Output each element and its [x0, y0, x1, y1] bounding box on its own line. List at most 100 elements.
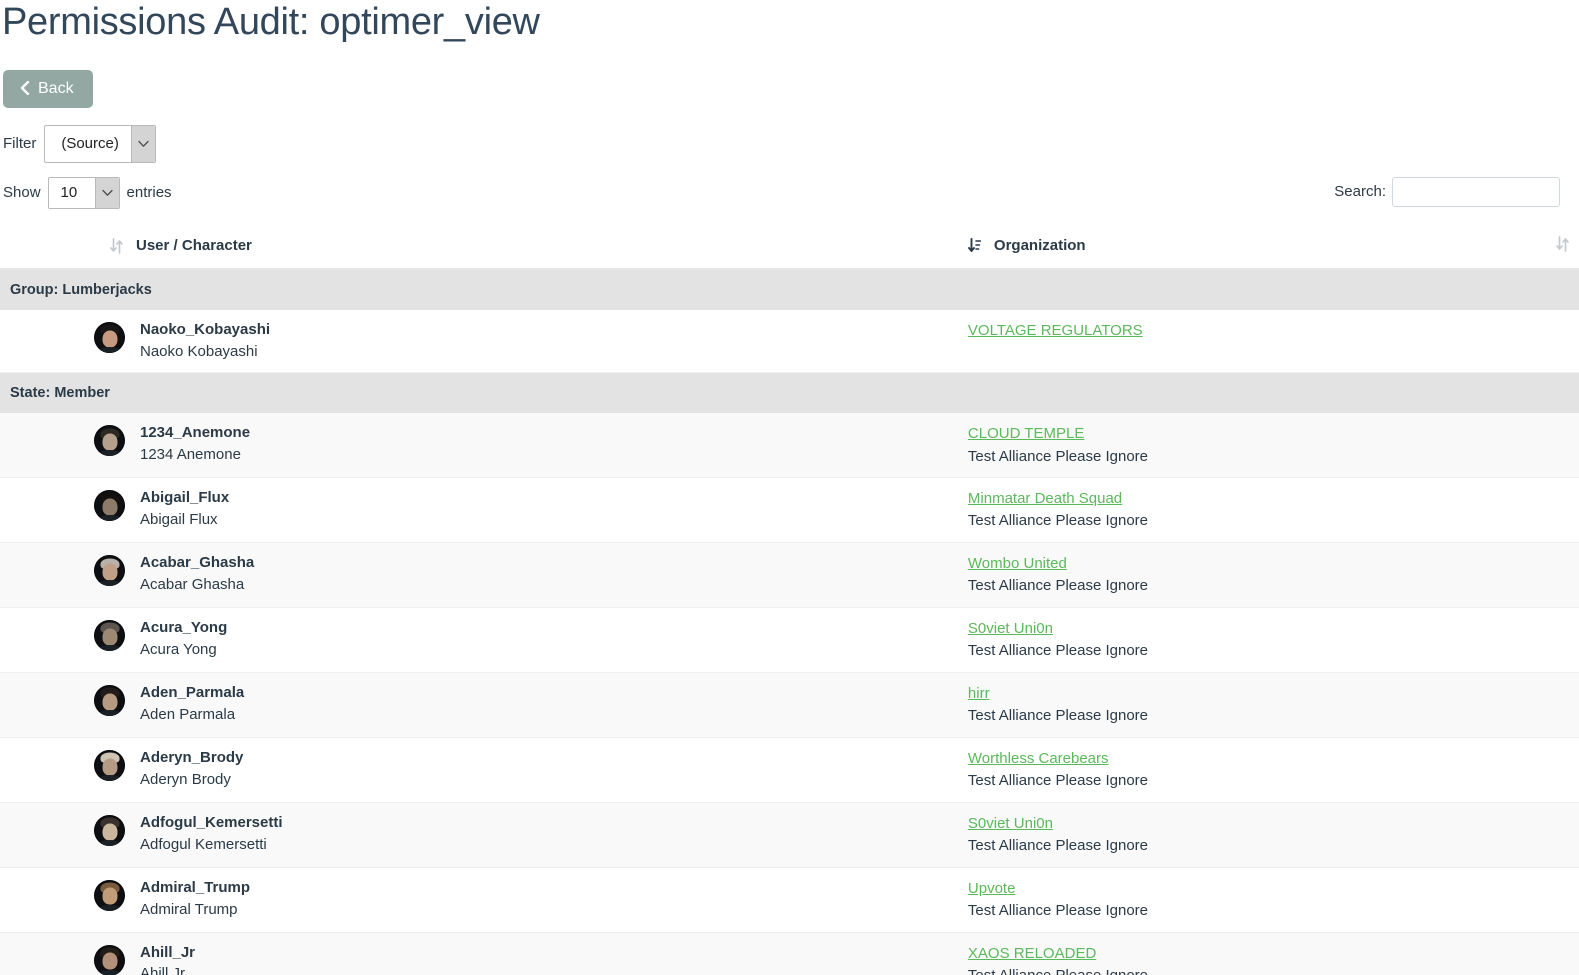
organization-cell: S0viet Uni0n Test Alliance Please Ignore — [942, 607, 1579, 674]
table-row: Acabar_Ghasha Acabar Ghasha Wombo United Te… — [0, 542, 1579, 609]
corporation-link[interactable]: VOLTAGE REGULATORS — [967, 321, 1143, 339]
avatar — [94, 749, 125, 781]
user-cell: Acura_Yong Acura Yong — [0, 607, 943, 674]
user-login: Aderyn_Brody — [140, 748, 244, 766]
corporation-link[interactable]: XAOS RELOADED — [967, 944, 1097, 962]
corporation-link[interactable]: Wombo United — [967, 555, 1067, 573]
alliance-name: Test Alliance Please Ignore — [967, 901, 1149, 919]
filter-label: Filter — [3, 135, 37, 153]
table-body: Group: Lumberjacks Naoko_Kobayashi Naoko K… — [0, 268, 1579, 975]
user-login: Adfogul_Kemersetti — [140, 813, 283, 831]
character-name: Aden Parmala — [140, 705, 236, 723]
user-login: 1234_Anemone — [140, 424, 251, 442]
table-row: 1234_Anemone 1234 Anemone CLOUD TEMPLE Test… — [0, 413, 1579, 479]
corporation-link[interactable]: CLOUD TEMPLE — [967, 425, 1085, 443]
alliance-name: Test Alliance Please Ignore — [967, 707, 1149, 725]
length-menu-suffix: entries — [126, 184, 172, 202]
organization-cell: Minmatar Death Squad Test Alliance Please… — [942, 477, 1579, 544]
character-name: Acabar Ghasha — [140, 576, 245, 593]
organization-cell: Wombo United Test Alliance Please Ignore — [942, 542, 1579, 609]
column-header-organization[interactable]: Organization — [942, 225, 1579, 270]
column-header-user[interactable]: User / Character — [0, 225, 943, 270]
column-header-organization-label: Organization — [993, 237, 1086, 255]
corporation-link[interactable]: S0viet Uni0n — [967, 814, 1053, 832]
group-header-label: Group: Lumberjacks — [0, 268, 1579, 310]
corporation-link[interactable]: S0viet Uni0n — [967, 620, 1053, 638]
character-name: Ahill Jr — [140, 965, 186, 975]
alliance-name: Test Alliance Please Ignore — [967, 447, 1149, 465]
length-select-wrapper: 10 — [47, 176, 120, 209]
table-header-row: User / Character Organization — [0, 225, 1579, 270]
alliance-name: Test Alliance Please Ignore — [968, 966, 1579, 975]
sort-both-icon[interactable] — [1556, 235, 1569, 256]
filter-select-wrapper: (Source) — [44, 124, 157, 163]
user-login: Admiral_Trump — [140, 878, 251, 896]
table-row: Abigail_Flux Abigail Flux Minmatar Death S… — [0, 477, 1579, 544]
table-row: Adfogul_Kemersetti Adfogul Kemersetti S0vi… — [0, 802, 1579, 868]
table-row: Ahill_Jr Ahill Jr XAOS RELOADED Test Allian… — [0, 932, 1579, 975]
chevron-left-icon — [19, 80, 30, 97]
avatar — [94, 555, 125, 587]
avatar — [94, 685, 125, 717]
table-row: Aden_Parmala Aden Parmala hirr Test Allianc… — [0, 672, 1579, 738]
user-login: Ahill_Jr — [140, 943, 196, 961]
alliance-name: Test Alliance Please Ignore — [967, 642, 1149, 660]
filter-row: Filter (Source) — [3, 124, 1579, 163]
corporation-link[interactable]: hirr — [967, 685, 990, 703]
search-group: Search: — [1334, 176, 1560, 207]
user-cell: Aden_Parmala Aden Parmala — [0, 672, 943, 738]
sort-desc-icon — [967, 237, 981, 254]
sort-both-icon — [110, 237, 123, 254]
organization-cell: VOLTAGE REGULATORS — [942, 309, 1579, 374]
user-cell: Admiral_Trump Admiral Trump — [0, 867, 943, 933]
length-select[interactable]: 10 — [47, 176, 120, 209]
length-menu-prefix: Show — [3, 184, 41, 202]
user-cell: 1234_Anemone 1234 Anemone — [0, 413, 943, 479]
page-title: Permissions Audit: optimer_view — [2, 1, 540, 43]
search-label: Search: — [1334, 183, 1386, 201]
user-login: Naoko_Kobayashi — [140, 320, 271, 338]
alliance-name: Test Alliance Please Ignore — [967, 772, 1149, 790]
alliance-name: Test Alliance Please Ignore — [967, 512, 1149, 530]
character-name: Adfogul Kemersetti — [140, 835, 267, 853]
group-header-row: State: Member — [0, 372, 1579, 414]
filter-select[interactable]: (Source) — [44, 124, 157, 163]
table-row: Naoko_Kobayashi Naoko Kobayashi VOLTAGE RE… — [0, 309, 1579, 374]
organization-cell: Upvote Test Alliance Please Ignore — [942, 867, 1579, 933]
character-name: Acura Yong — [140, 640, 217, 658]
avatar — [94, 879, 125, 911]
column-header-user-label: User / Character — [136, 237, 252, 255]
user-login: Aden_Parmala — [140, 684, 245, 702]
user-cell: Ahill_Jr Ahill Jr — [0, 932, 943, 975]
organization-cell: hirr Test Alliance Please Ignore — [942, 672, 1579, 738]
corporation-link[interactable]: Minmatar Death Squad — [967, 490, 1123, 508]
alliance-name: Test Alliance Please Ignore — [967, 836, 1149, 854]
character-name: Naoko Kobayashi — [140, 342, 258, 360]
search-input[interactable] — [1392, 176, 1560, 207]
user-cell: Aderyn_Brody Aderyn Brody — [0, 737, 943, 803]
user-login: Abigail_Flux — [140, 489, 230, 507]
avatar — [94, 620, 125, 652]
organization-cell: S0viet Uni0n Test Alliance Please Ignore — [942, 802, 1579, 868]
organization-cell: Worthless Carebears Test Alliance Please … — [942, 737, 1579, 803]
user-login: Acabar_Ghasha — [140, 554, 255, 572]
table-row: Acura_Yong Acura Yong S0viet Uni0n Test All… — [0, 607, 1579, 674]
character-name: 1234 Anemone — [140, 446, 241, 464]
avatar — [94, 490, 125, 522]
corporation-link[interactable]: Upvote — [967, 879, 1016, 897]
avatar — [94, 321, 125, 353]
group-header-row: Group: Lumberjacks — [0, 268, 1579, 310]
group-header-label: State: Member — [0, 372, 1579, 414]
table-head: User / Character Organization — [0, 225, 1579, 270]
organization-cell: CLOUD TEMPLE Test Alliance Please Ignore — [942, 413, 1579, 479]
avatar — [94, 944, 125, 975]
permissions-table: User / Character Organization — [0, 225, 1579, 975]
user-cell: Acabar_Ghasha Acabar Ghasha — [0, 542, 943, 609]
user-login: Acura_Yong — [140, 619, 228, 637]
alliance-name: Test Alliance Please Ignore — [967, 577, 1149, 595]
table-row: Aderyn_Brody Aderyn Brody Worthless Carebe… — [0, 737, 1579, 803]
corporation-link[interactable]: Worthless Carebears — [967, 749, 1109, 767]
back-button[interactable]: Back — [3, 69, 93, 108]
back-button-label: Back — [38, 79, 74, 97]
